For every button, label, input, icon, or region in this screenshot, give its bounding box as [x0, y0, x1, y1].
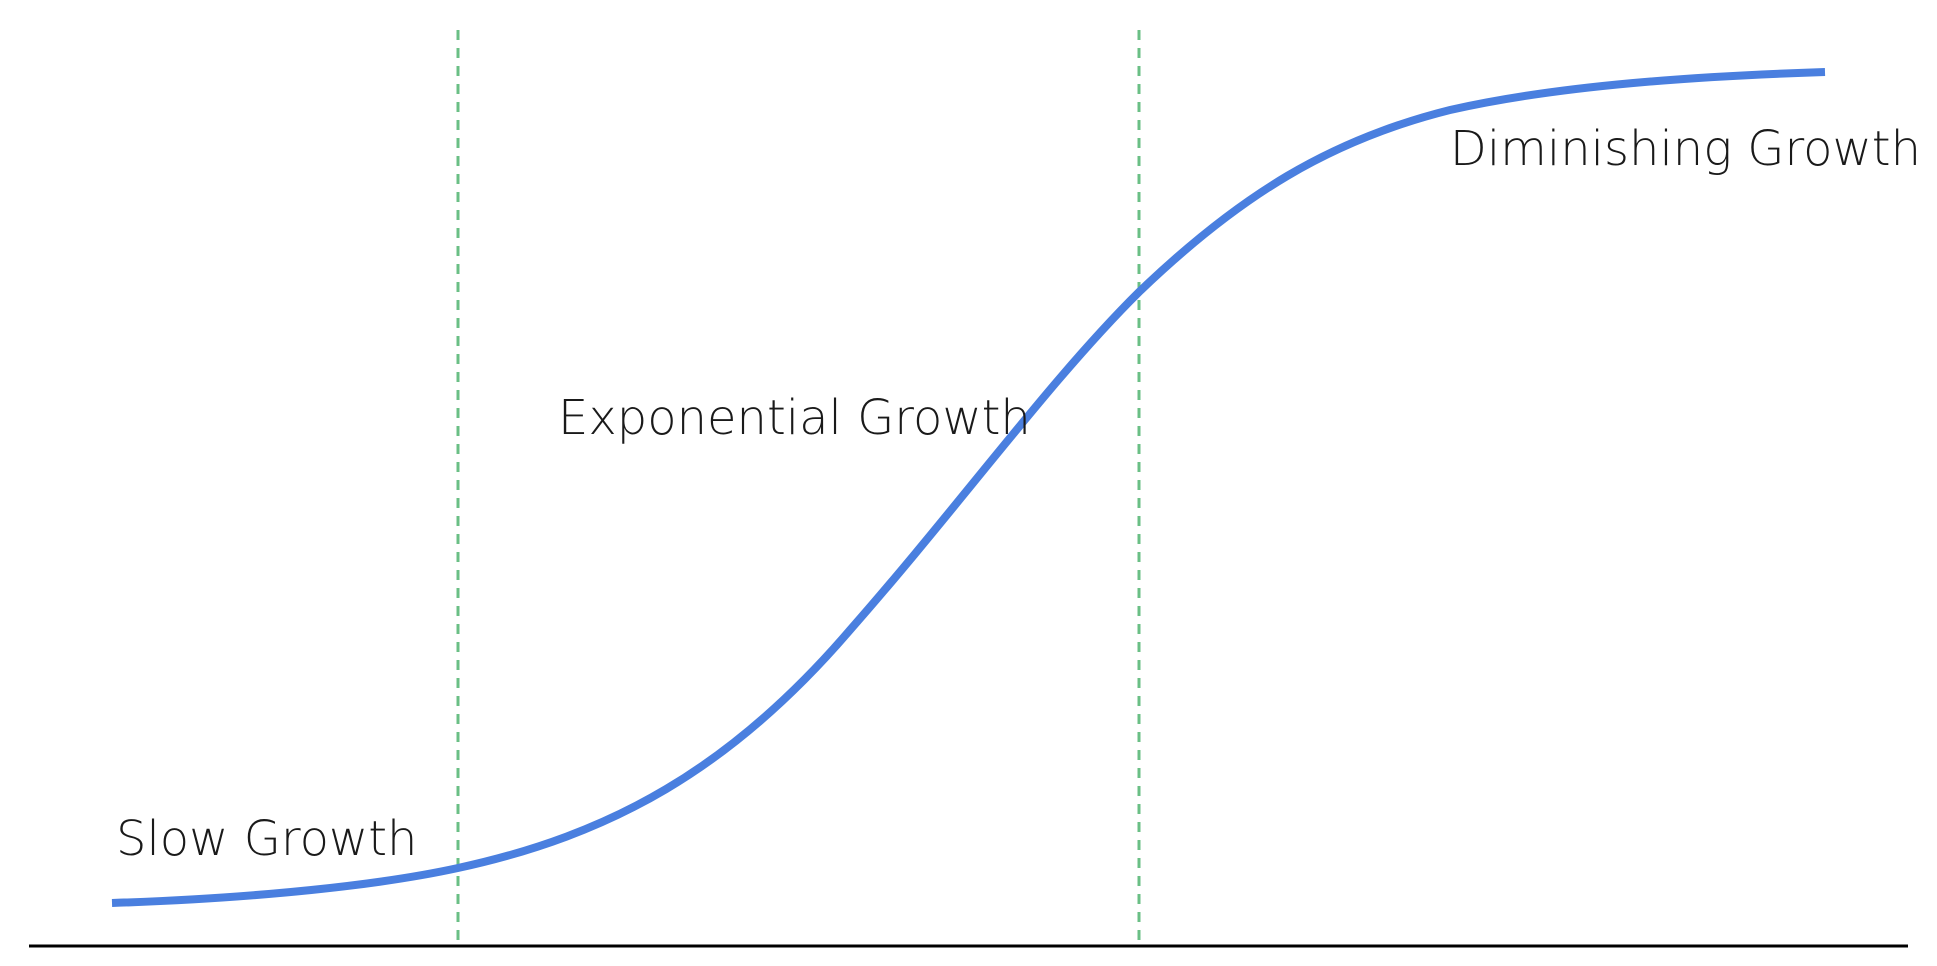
growth-curve [111, 68, 1826, 907]
phase-label-slow-growth: Slow Growth [116, 811, 417, 867]
phase-label-diminishing-growth: Diminishing Growth [1450, 121, 1921, 177]
phase-label-exponential-growth: Exponential Growth [558, 390, 1031, 446]
